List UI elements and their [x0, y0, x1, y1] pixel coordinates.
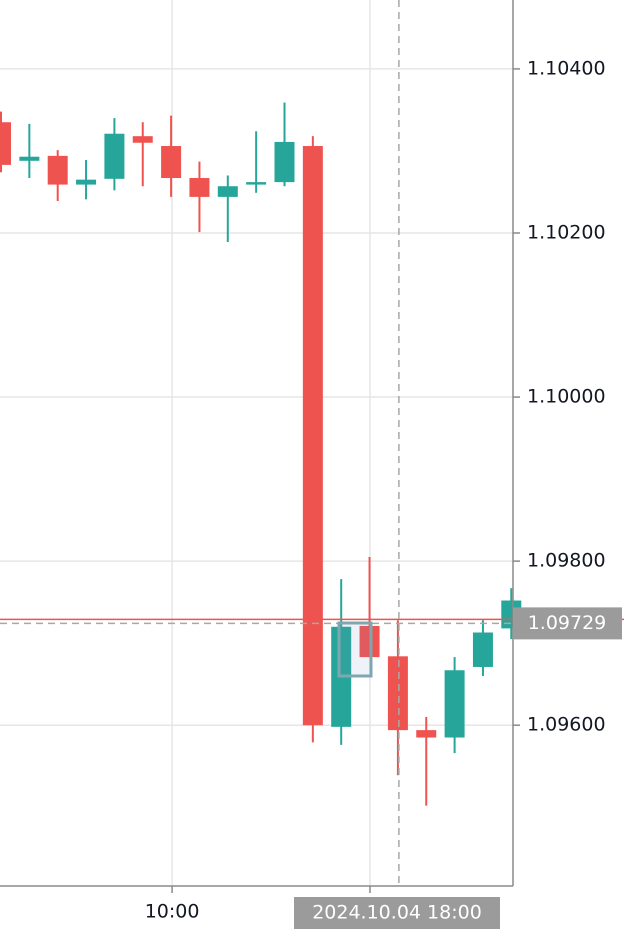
candle-body [274, 141, 295, 183]
price-label-box [513, 607, 622, 640]
crosshair-label: 2024.10.04 18:00 [312, 902, 482, 924]
candle-body [0, 122, 11, 165]
candle-body [132, 136, 153, 143]
price-label: 1.09729 [528, 612, 607, 634]
candle-body [246, 182, 267, 185]
y-tick-label: 1.10200 [527, 221, 606, 243]
candle-body [302, 146, 323, 726]
y-tick-label: 1.10400 [527, 57, 606, 79]
y-tick-label: 1.09800 [527, 550, 606, 572]
candles [0, 102, 522, 806]
candle-body [189, 178, 210, 197]
selection-box [337, 621, 373, 678]
candle-body [416, 730, 437, 738]
candle-body [444, 670, 465, 738]
candle-body [387, 656, 408, 731]
candle-body [161, 146, 182, 179]
crosshair-label-box [294, 897, 500, 929]
candle-body [217, 186, 238, 197]
x-tick-label: 10:00 [145, 901, 200, 923]
y-tick-label: 1.10000 [527, 386, 606, 408]
candle-body [19, 156, 40, 161]
y-tick-label: 1.09600 [527, 714, 606, 736]
candle-body [76, 179, 97, 185]
candle-body [104, 133, 125, 179]
candle-body [472, 632, 493, 667]
candle-body [47, 155, 68, 185]
